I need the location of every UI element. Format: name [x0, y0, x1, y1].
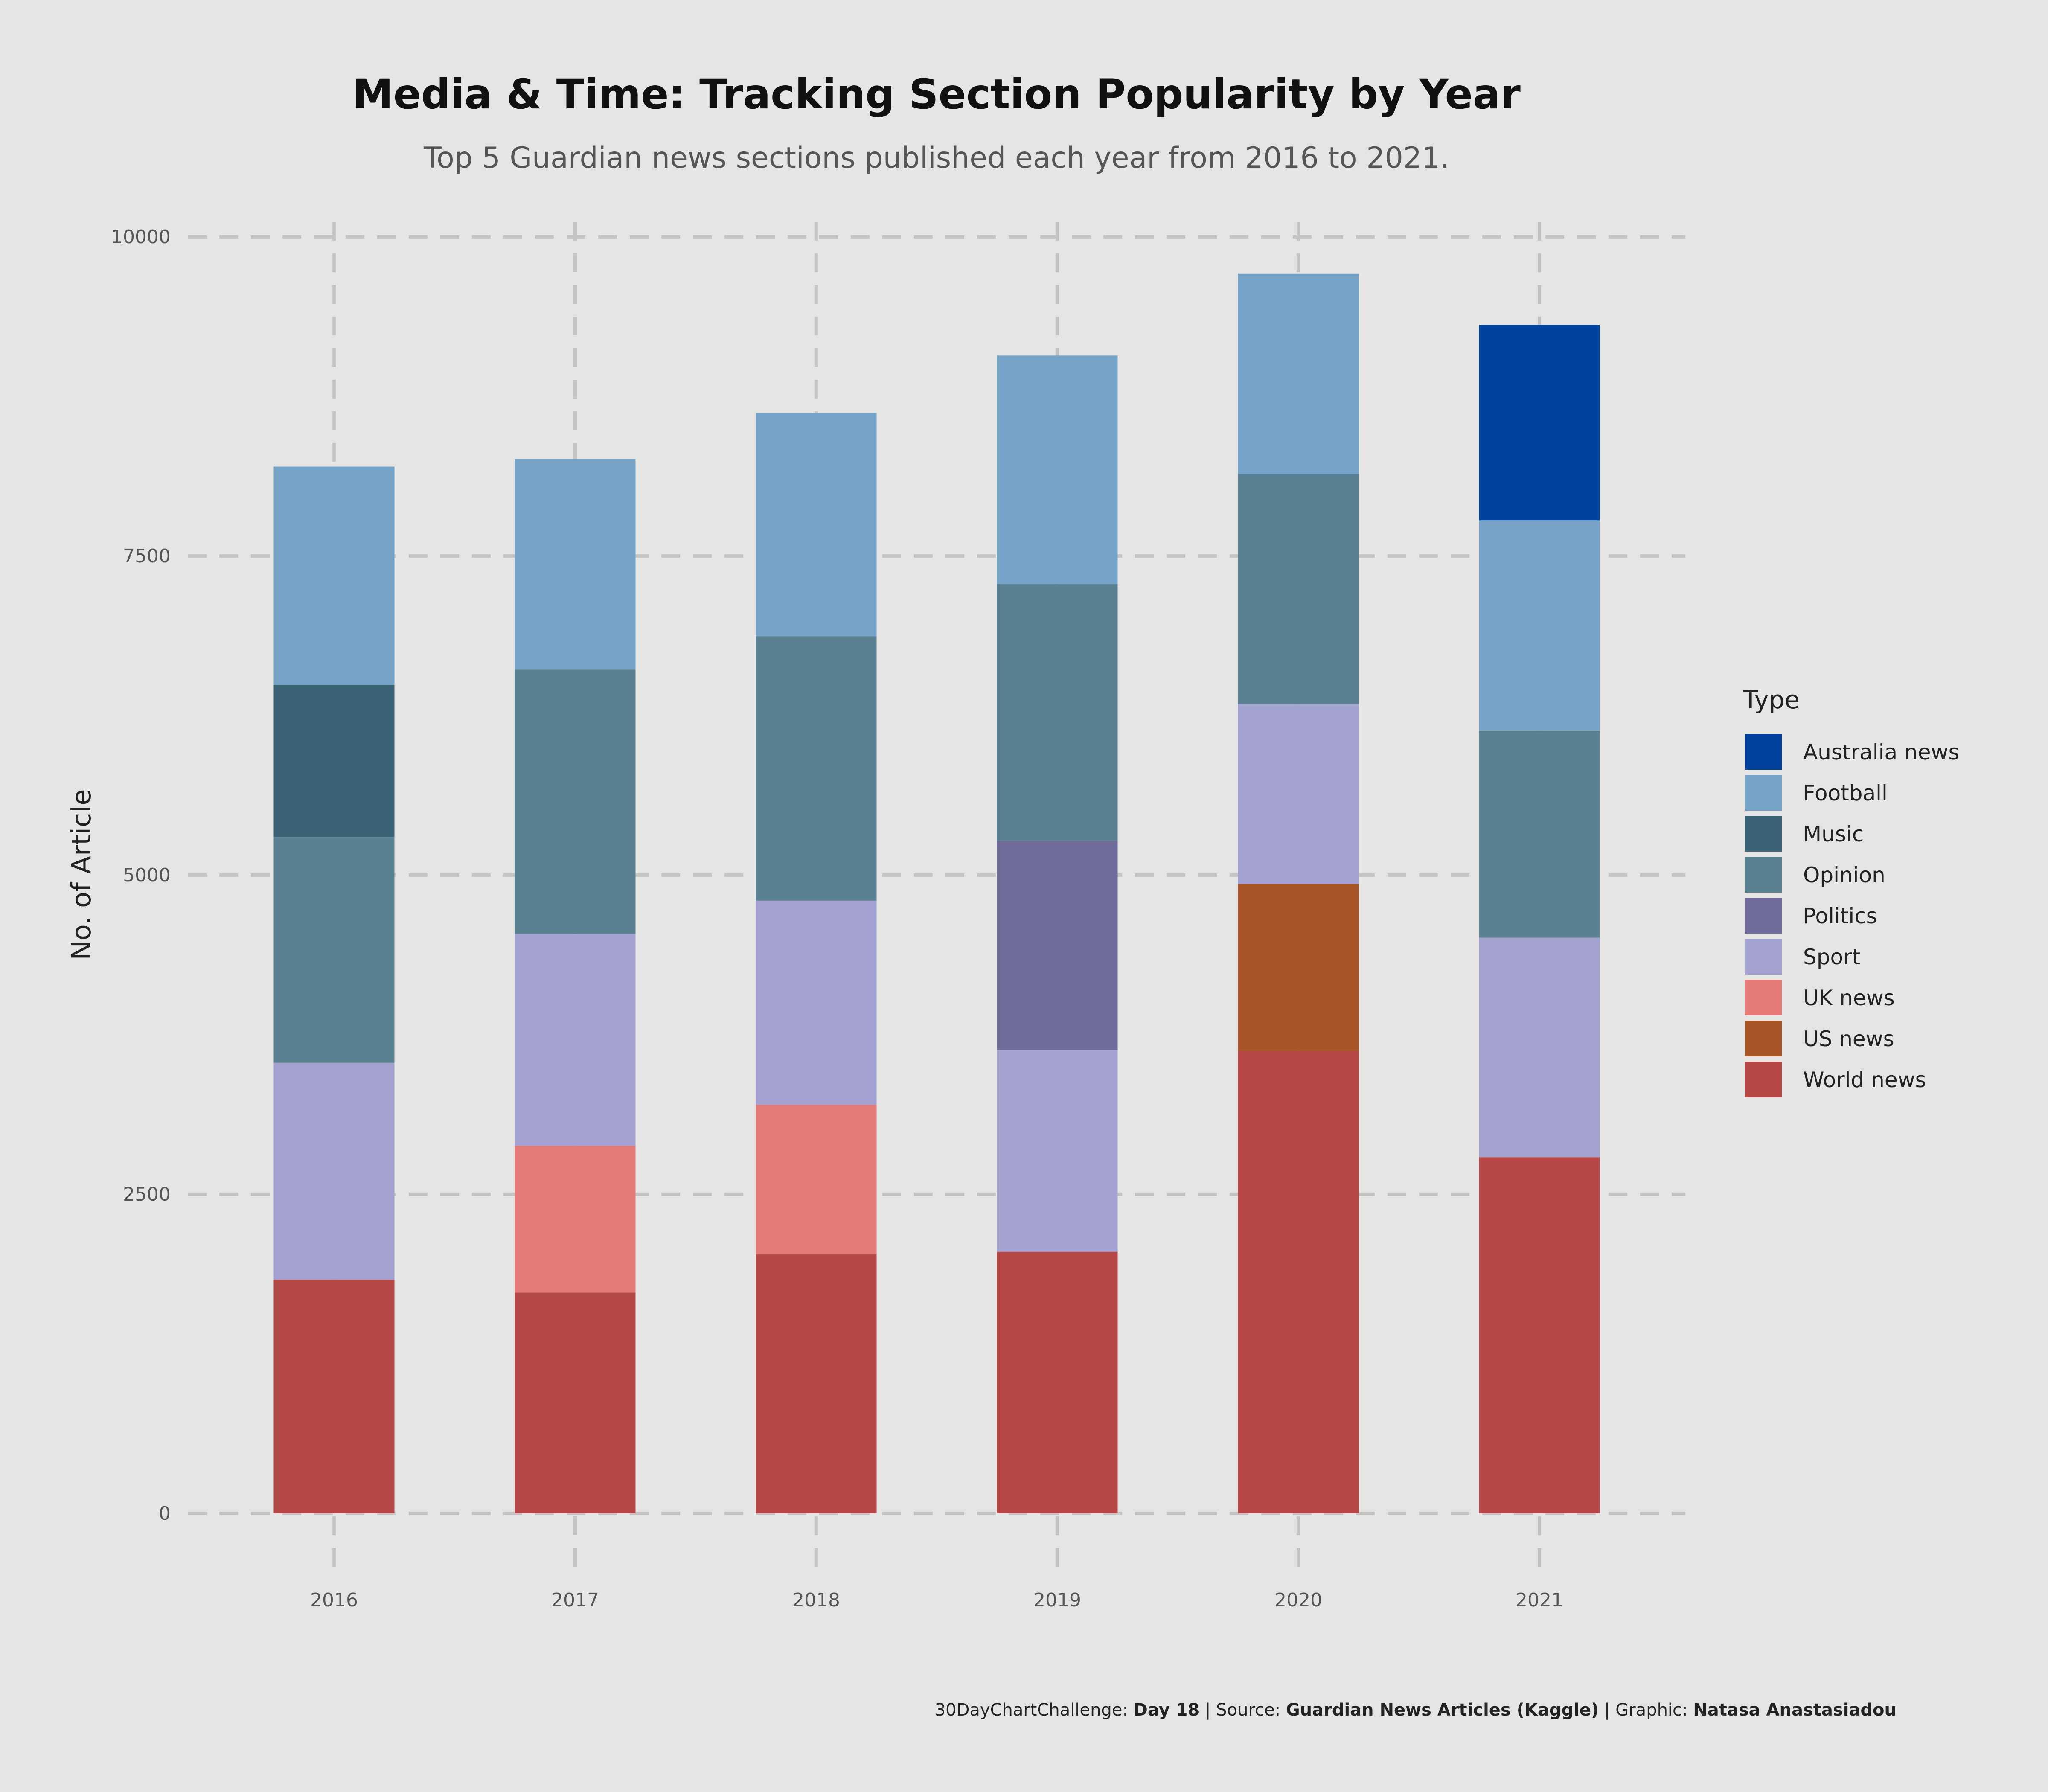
bar-segment — [273, 1062, 395, 1280]
legend-label: Football — [1803, 781, 1888, 806]
bar-segment — [515, 934, 636, 1146]
y-axis-label: No. of Article — [66, 789, 97, 960]
caption-source: Guardian News Articles (Kaggle) — [1286, 1700, 1599, 1720]
legend-swatch — [1745, 1062, 1782, 1097]
bar-segment — [1479, 325, 1600, 521]
caption-day: Day 18 — [1134, 1700, 1200, 1720]
bar-segment — [1479, 520, 1600, 731]
legend-label: US news — [1803, 1027, 1894, 1051]
grid-lines — [188, 222, 1685, 1579]
legend-swatch — [1745, 734, 1782, 770]
bar-segment — [273, 685, 395, 837]
legend-swatch — [1745, 857, 1782, 893]
y-tick-label: 0 — [159, 1503, 171, 1524]
bar-segment — [1238, 273, 1359, 474]
x-tick-label: 2017 — [551, 1589, 599, 1611]
bar-segment — [1479, 1157, 1600, 1513]
bar-segment — [515, 459, 636, 670]
x-tick-label: 2018 — [792, 1589, 840, 1611]
legend-label: Sport — [1803, 945, 1860, 969]
legend-swatch — [1745, 898, 1782, 934]
legend-label: Australia news — [1803, 740, 1959, 765]
chart-subtitle: Top 5 Guardian news sections published e… — [423, 141, 1449, 175]
x-tick-label: 2021 — [1516, 1589, 1563, 1611]
bar-segment — [273, 1280, 395, 1513]
legend-swatch — [1745, 980, 1782, 1015]
caption: 30DayChartChallenge: Day 18 | Source: Gu… — [935, 1700, 1897, 1720]
bar-segment — [1479, 730, 1600, 938]
legend-swatch — [1745, 939, 1782, 975]
bar-segment — [756, 413, 877, 637]
x-tick-label: 2016 — [310, 1589, 358, 1611]
bars — [273, 273, 1600, 1513]
legend-swatch — [1745, 816, 1782, 852]
y-tick-label: 5000 — [123, 864, 171, 886]
x-axis-ticks: 2016 2017 2018 2019 2020 2021 — [310, 1589, 1563, 1611]
caption-author: Natasa Anastasiadou — [1693, 1700, 1897, 1720]
bar-segment — [273, 837, 395, 1063]
legend-label: Music — [1803, 822, 1864, 847]
legend: Type Australia news Football Music Opinion P… — [1743, 685, 1959, 1097]
bar-segment — [997, 1050, 1118, 1252]
legend-label: Politics — [1803, 904, 1877, 928]
caption-graphic-label: | Graphic: — [1604, 1700, 1687, 1720]
legend-label: World news — [1803, 1068, 1926, 1092]
bar-segment — [756, 1105, 877, 1254]
bar-segment — [515, 1146, 636, 1293]
y-tick-label: 10000 — [111, 226, 171, 248]
y-axis-ticks: 0 2500 5000 7500 10000 — [111, 226, 171, 1524]
x-tick-label: 2019 — [1033, 1589, 1081, 1611]
legend-swatch — [1745, 1021, 1782, 1056]
bar-segment — [756, 1254, 877, 1513]
bar-segment — [997, 355, 1118, 584]
bar-segment — [515, 1292, 636, 1513]
legend-swatch — [1745, 775, 1782, 811]
chart-title: Media & Time: Tracking Section Popularit… — [352, 70, 1521, 118]
bar-segment — [1238, 704, 1359, 884]
legend-title: Type — [1743, 685, 1800, 714]
legend-label: Opinion — [1803, 863, 1885, 887]
bar-segment — [997, 584, 1118, 841]
bar-segment — [1238, 1051, 1359, 1513]
caption-challenge: 30DayChartChallenge: — [935, 1700, 1128, 1720]
bar-segment — [273, 466, 395, 685]
bar-segment — [1238, 474, 1359, 704]
bar-segment — [756, 900, 877, 1105]
bar-segment — [997, 841, 1118, 1050]
caption-source-label: | Source: — [1205, 1700, 1280, 1720]
bar-segment — [997, 1251, 1118, 1513]
y-tick-label: 2500 — [123, 1184, 171, 1205]
bar-segment — [1479, 937, 1600, 1158]
legend-label: UK news — [1803, 986, 1895, 1010]
y-tick-label: 7500 — [123, 545, 171, 567]
bar-segment — [1238, 884, 1359, 1051]
x-tick-label: 2020 — [1274, 1589, 1322, 1611]
bar-segment — [756, 636, 877, 901]
bar-segment — [515, 669, 636, 934]
